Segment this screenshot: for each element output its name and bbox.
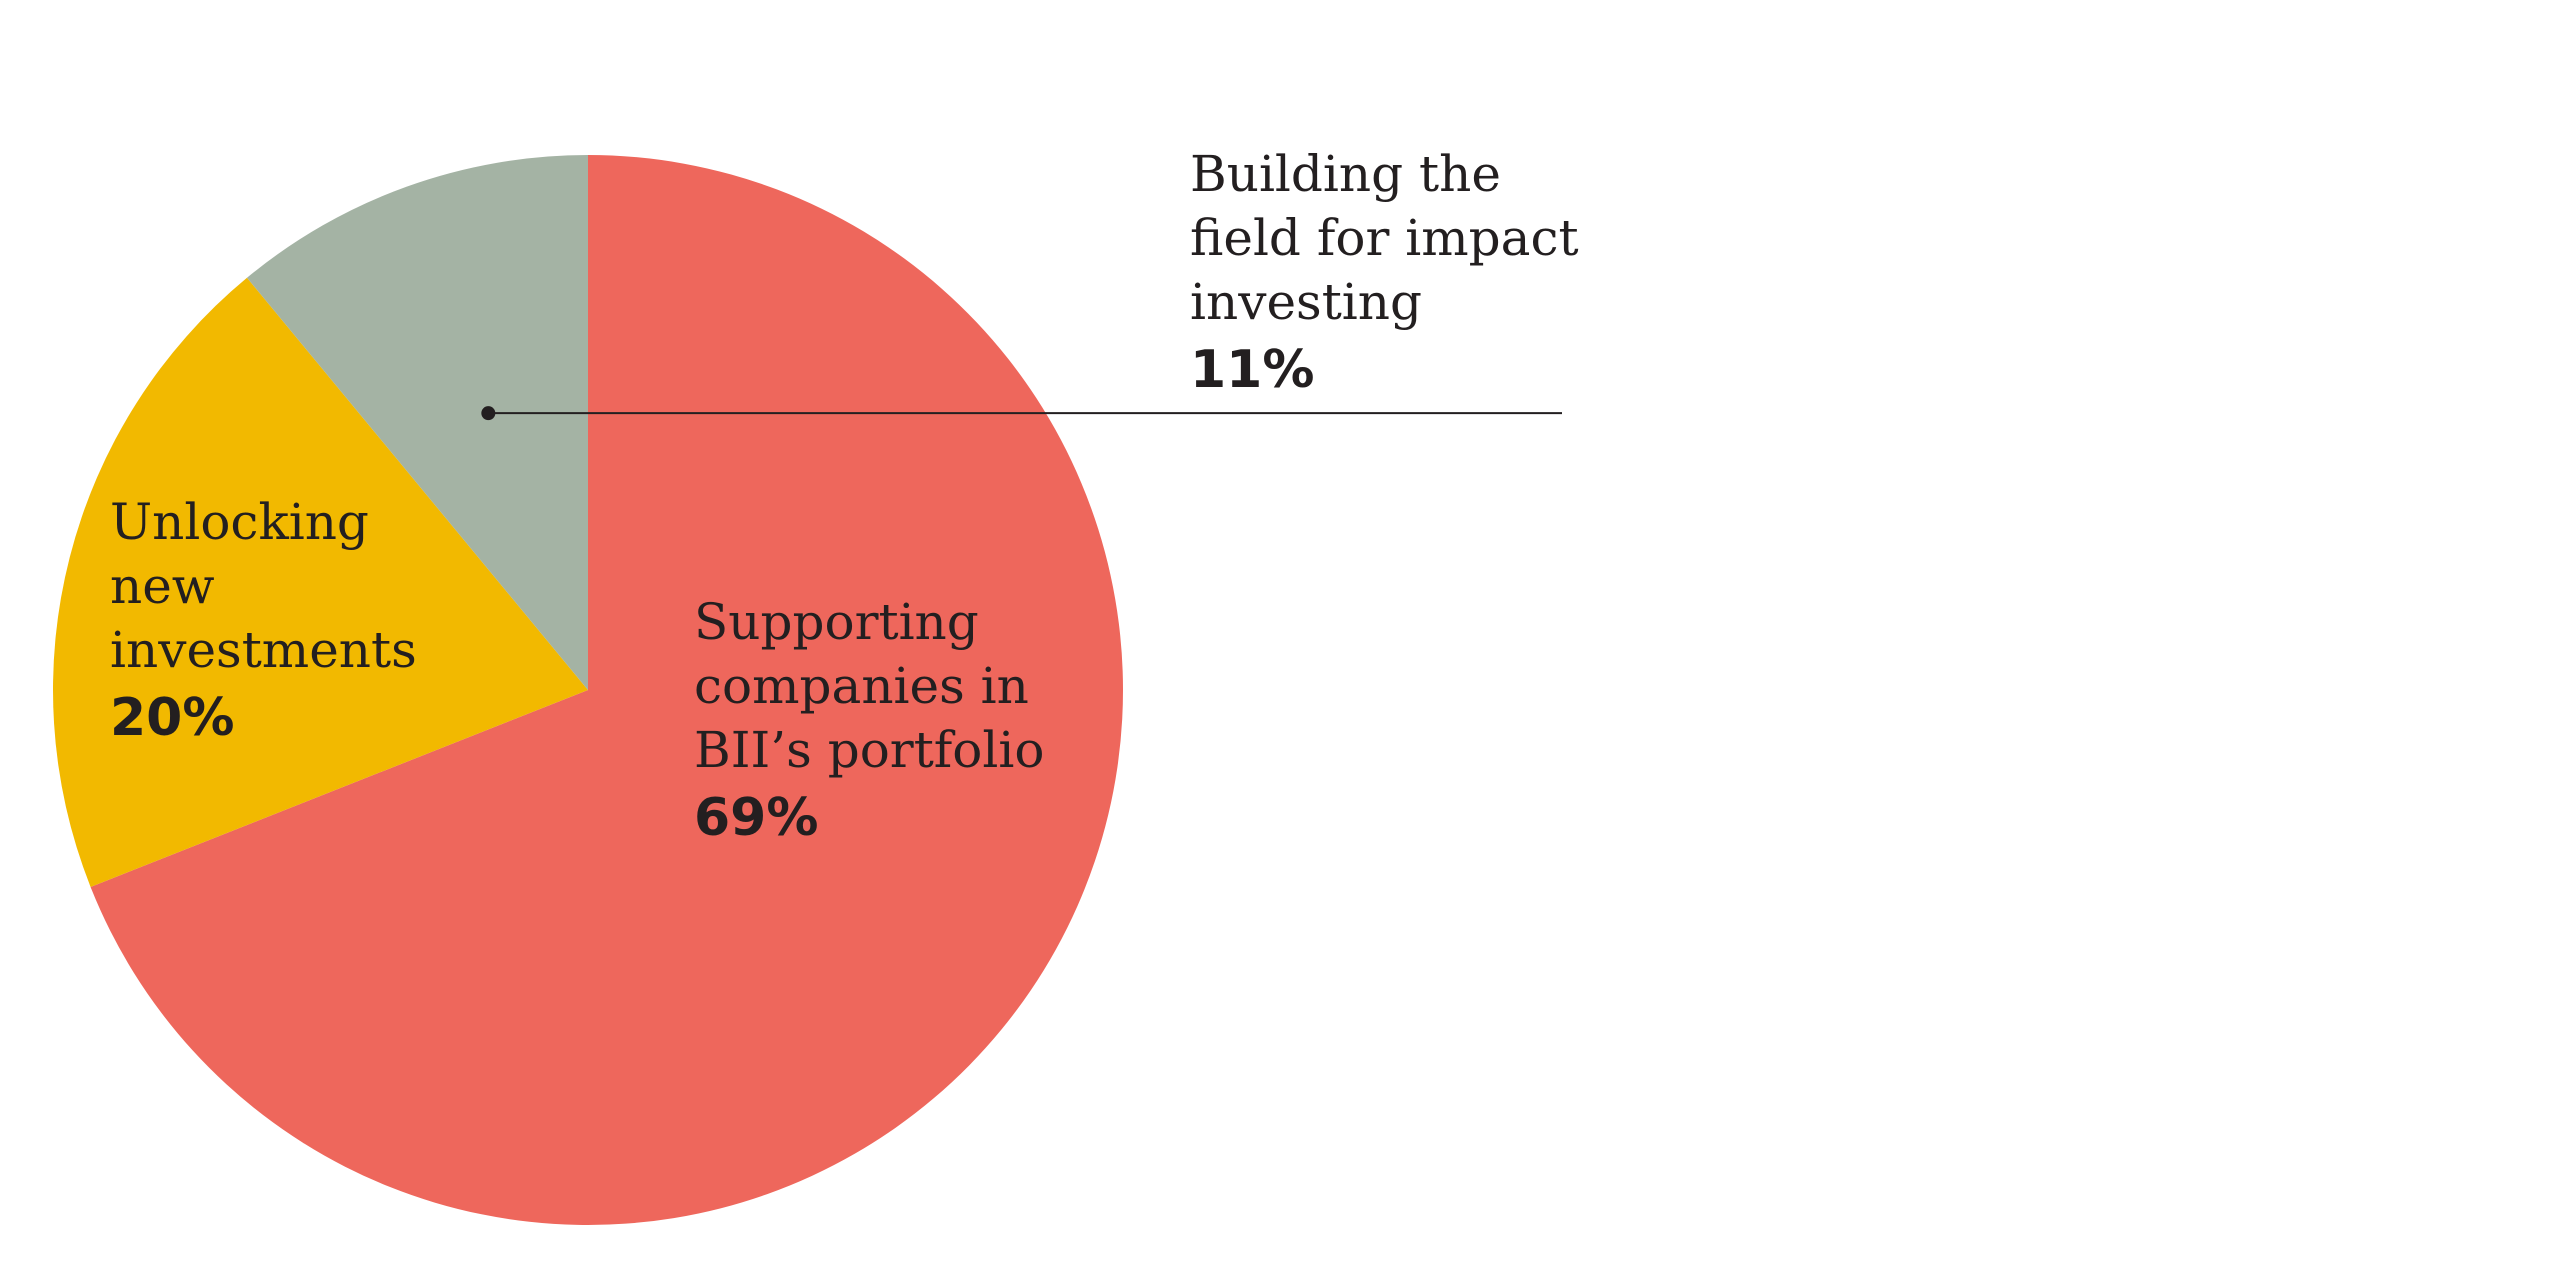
pie-slices bbox=[52, 155, 1123, 1225]
slice-label-line: Supporting bbox=[694, 593, 979, 651]
slice-label-line: Unlocking bbox=[110, 493, 369, 551]
pie-slice-0 bbox=[90, 155, 1123, 1225]
slice-label-supporting-companies: Supporting companies in BII’s portfolio … bbox=[694, 590, 1045, 854]
slice-value-label: 11% bbox=[1190, 340, 1315, 400]
slice-label-line: investing bbox=[1190, 273, 1422, 331]
slice-label-line: investments bbox=[110, 621, 417, 679]
slice-label-line: BII’s portfolio bbox=[694, 721, 1045, 779]
callout-dot bbox=[481, 406, 496, 421]
slice-label-building-field: Building the field for impact investing … bbox=[1190, 142, 1579, 406]
slice-label-line: field for impact bbox=[1190, 209, 1579, 267]
pie-slice-1 bbox=[52, 277, 588, 887]
callout-leader bbox=[481, 406, 1562, 421]
slice-label-line: new bbox=[110, 557, 215, 615]
slice-label-line: Building the bbox=[1190, 145, 1501, 203]
pie-slice-2 bbox=[246, 155, 589, 690]
slice-label-line: companies in bbox=[694, 657, 1029, 715]
slice-value-label: 20% bbox=[110, 688, 235, 748]
slice-value-label: 69% bbox=[694, 788, 819, 848]
slice-label-unlocking-investments: Unlocking new investments 20% bbox=[110, 490, 417, 754]
